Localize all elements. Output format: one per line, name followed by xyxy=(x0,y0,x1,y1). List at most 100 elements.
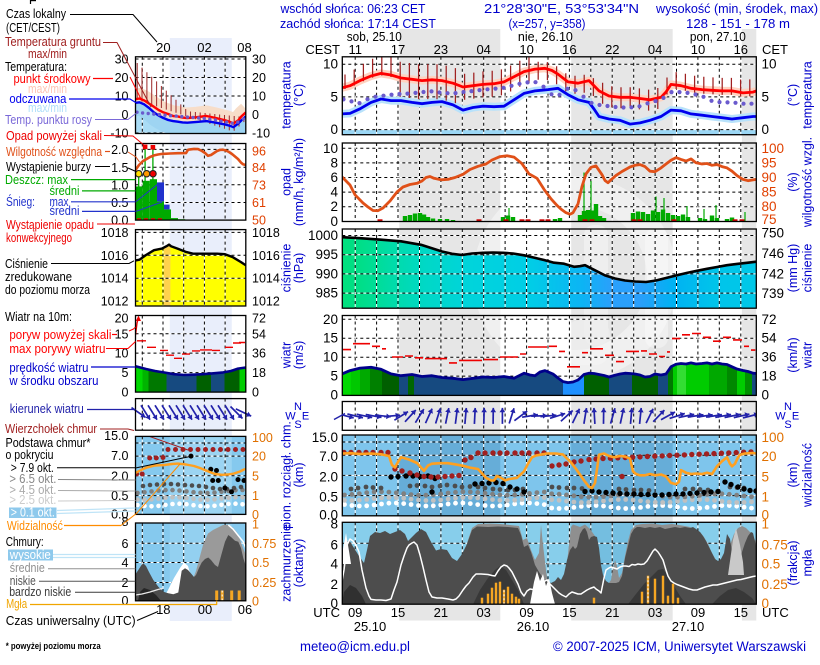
svg-text:1: 1 xyxy=(252,518,259,532)
svg-text:16: 16 xyxy=(734,42,748,57)
svg-text:61: 61 xyxy=(252,196,266,210)
svg-text:990: 990 xyxy=(315,266,338,281)
svg-text:04: 04 xyxy=(648,42,662,57)
svg-text:prędkość wiatru: prędkość wiatru xyxy=(9,361,88,375)
svg-text:temperatura: temperatura xyxy=(801,61,815,128)
svg-text:84: 84 xyxy=(252,161,266,175)
svg-text:max porywy wiatru: max porywy wiatru xyxy=(9,342,105,356)
svg-text:> 0.1 okt.: > 0.1 okt. xyxy=(11,506,55,520)
svg-text:96: 96 xyxy=(252,145,266,159)
svg-text:0.5: 0.5 xyxy=(762,557,781,572)
svg-text:02: 02 xyxy=(197,40,211,55)
svg-text:20: 20 xyxy=(115,312,129,326)
svg-text:0.75: 0.75 xyxy=(762,537,788,552)
svg-text:-10: -10 xyxy=(110,127,128,141)
svg-text:(km): (km) xyxy=(292,463,306,488)
svg-text:Wiatr na 10m:: Wiatr na 10m: xyxy=(5,310,72,324)
svg-text:73: 73 xyxy=(252,178,266,192)
svg-text:© 2007-2025 ICM, Uniwersytet W: © 2007-2025 ICM, Uniwersytet Warszawski xyxy=(553,639,806,654)
svg-text:18: 18 xyxy=(252,366,266,380)
svg-text:10: 10 xyxy=(252,90,266,104)
svg-text:0: 0 xyxy=(252,108,259,122)
svg-text:4: 4 xyxy=(330,557,338,572)
svg-text:100: 100 xyxy=(252,431,273,445)
svg-text:(frakcja): (frakcja) xyxy=(786,540,800,585)
svg-text:1014: 1014 xyxy=(101,272,129,286)
svg-text:widzialność: widzialność xyxy=(801,443,815,508)
svg-text:2.0: 2.0 xyxy=(111,143,128,157)
svg-text:36: 36 xyxy=(252,347,266,361)
svg-text:mgła: mgła xyxy=(801,549,815,576)
svg-text:0: 0 xyxy=(330,122,338,137)
svg-text:Temp. punktu rosy: Temp. punktu rosy xyxy=(5,113,93,127)
svg-text:6: 6 xyxy=(330,537,338,552)
svg-text:(mm/h, kg/m²/h): (mm/h, kg/m²/h) xyxy=(292,138,306,226)
svg-text:0: 0 xyxy=(330,388,338,403)
svg-text:wysokość (min, środek, max): wysokość (min, środek, max) xyxy=(655,1,818,16)
svg-text:72: 72 xyxy=(252,312,266,326)
svg-text:10: 10 xyxy=(762,57,777,72)
svg-text:36: 36 xyxy=(762,350,777,365)
svg-text:(°C): (°C) xyxy=(786,84,800,106)
svg-text:Czas lokalny: Czas lokalny xyxy=(6,7,67,21)
svg-text:20: 20 xyxy=(252,450,266,464)
svg-text:5: 5 xyxy=(330,369,338,384)
svg-text:0.75: 0.75 xyxy=(252,537,276,551)
svg-text:15: 15 xyxy=(323,331,338,346)
svg-text:21°28'30"E, 53°53'34"N: 21°28'30"E, 53°53'34"N xyxy=(484,1,639,16)
svg-text:wiatr: wiatr xyxy=(801,342,815,369)
svg-text:W: W xyxy=(285,411,296,423)
svg-text:7.0: 7.0 xyxy=(111,449,128,463)
svg-text:1018: 1018 xyxy=(101,226,129,240)
svg-text:8: 8 xyxy=(330,517,338,532)
svg-text:Mgła: Mgła xyxy=(6,597,27,611)
svg-text:10: 10 xyxy=(323,141,338,156)
svg-text:0.25: 0.25 xyxy=(252,576,276,590)
svg-text:w środku obszaru: w środku obszaru xyxy=(8,374,98,388)
svg-text:20: 20 xyxy=(115,71,129,85)
svg-text:95: 95 xyxy=(762,155,777,170)
svg-text:1: 1 xyxy=(252,489,259,503)
svg-text:8: 8 xyxy=(330,155,338,170)
svg-text:15.0: 15.0 xyxy=(104,429,128,443)
svg-text:90: 90 xyxy=(762,170,777,185)
svg-text:1: 1 xyxy=(762,490,770,505)
svg-text:18: 18 xyxy=(762,369,777,384)
svg-text:ciśnienie: ciśnienie xyxy=(801,244,815,293)
svg-text:20: 20 xyxy=(323,312,338,327)
svg-text:85: 85 xyxy=(762,185,777,200)
svg-text:zredukowane: zredukowane xyxy=(5,270,72,284)
svg-text:10: 10 xyxy=(323,57,338,72)
svg-text:17: 17 xyxy=(391,42,405,57)
svg-text:6: 6 xyxy=(122,537,129,551)
svg-text:54: 54 xyxy=(762,331,778,346)
svg-text:* powyżej poziomu morza: * powyżej poziomu morza xyxy=(6,641,102,652)
svg-text:15: 15 xyxy=(391,605,405,620)
svg-text:1016: 1016 xyxy=(252,249,280,263)
svg-text:6: 6 xyxy=(330,170,338,185)
svg-text:wschód słońca: 06:23 CET: wschód słońca: 06:23 CET xyxy=(280,1,426,16)
svg-text:1000: 1000 xyxy=(308,228,338,243)
svg-text:meteo@icm.edu.pl: meteo@icm.edu.pl xyxy=(300,639,410,654)
svg-text:W: W xyxy=(775,411,786,423)
svg-text:30: 30 xyxy=(252,53,266,67)
svg-text:1014: 1014 xyxy=(252,272,280,286)
svg-text:739: 739 xyxy=(762,286,785,301)
svg-text:2.0: 2.0 xyxy=(319,470,338,485)
svg-text:(CET/CEST): (CET/CEST) xyxy=(6,21,60,35)
svg-text:o pokryciu: o pokryciu xyxy=(6,448,54,462)
svg-text:(oktanty): (oktanty) xyxy=(292,539,306,588)
svg-text:poryw powyżej skali: poryw powyżej skali xyxy=(9,328,111,342)
svg-text:1: 1 xyxy=(762,517,770,532)
svg-text:4: 4 xyxy=(330,185,338,200)
svg-text:742: 742 xyxy=(762,266,785,281)
svg-text:1016: 1016 xyxy=(101,249,129,263)
svg-text:1.0: 1.0 xyxy=(111,178,128,192)
svg-text:(mm Hg): (mm Hg) xyxy=(786,244,800,293)
svg-text:E: E xyxy=(792,411,799,423)
svg-text:10: 10 xyxy=(691,42,705,57)
svg-text:26.10: 26.10 xyxy=(517,619,550,634)
svg-text:0: 0 xyxy=(762,388,770,403)
svg-text:09: 09 xyxy=(348,605,362,620)
svg-text:995: 995 xyxy=(315,247,338,262)
